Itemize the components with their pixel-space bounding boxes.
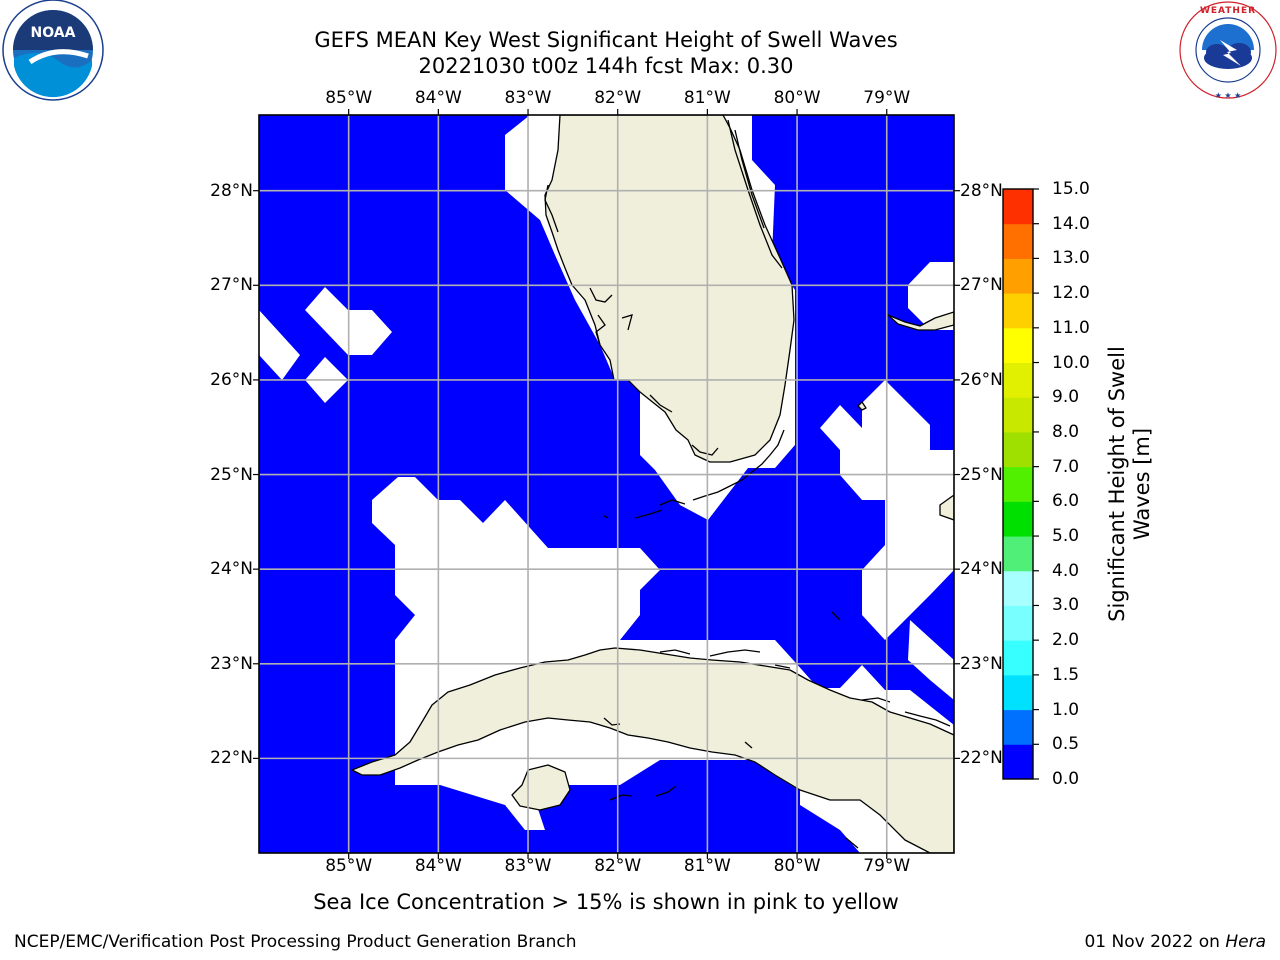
colorbar-tick-label: 7.0 <box>1052 456 1080 477</box>
colorbar-tick-label: 13.0 <box>1052 248 1090 269</box>
colorbar-tick-label: 0.5 <box>1052 734 1080 755</box>
colorbar-segment <box>1003 362 1033 398</box>
lon-label-bottom: 83°W <box>504 856 552 876</box>
lon-label-top: 85°W <box>325 88 373 108</box>
bahamas-grand-bahama <box>887 311 954 331</box>
graticule <box>259 115 954 853</box>
lon-label-bottom: 85°W <box>325 856 373 876</box>
colorbar-tick-label: 1.0 <box>1052 699 1080 720</box>
lon-label-top: 82°W <box>594 88 642 108</box>
sea-ice-note: Sea Ice Concentration > 15% is shown in … <box>313 890 899 914</box>
florida-land <box>544 115 795 463</box>
noaa-logo: NOAA <box>2 0 104 101</box>
colorbar-segment <box>1003 640 1033 676</box>
lat-label-right: 22°N <box>960 748 1003 769</box>
colorbar-label: Significant Height of Swell Waves [m] <box>1105 346 1154 622</box>
colorbar-tick-label: 3.0 <box>1052 595 1080 616</box>
coastline-details <box>544 119 951 849</box>
lon-label-top: 84°W <box>414 88 462 108</box>
colorbar-segment <box>1003 223 1033 259</box>
lon-label-bottom: 80°W <box>773 856 821 876</box>
lon-label-bottom: 81°W <box>683 856 731 876</box>
map-frame <box>258 114 955 854</box>
colorbar-segment <box>1003 744 1033 780</box>
colorbar-segment <box>1003 674 1033 711</box>
isla-de-la-juventud <box>511 764 571 811</box>
forecast-subtitle: 20221030 t00z 144h fcst Max: 0.30 <box>418 54 794 78</box>
lon-label-bottom: 82°W <box>594 856 642 876</box>
colorbar-tick-label: 2.0 <box>1052 630 1080 651</box>
colorbar-segment <box>1003 605 1033 641</box>
colorbar-segment <box>1003 501 1033 537</box>
page-title: GEFS MEAN Key West Significant Height of… <box>314 28 898 52</box>
colorbar-tick-label: 15.0 <box>1052 179 1090 199</box>
lon-label-top: 81°W <box>683 88 731 108</box>
colorbar-segment <box>1003 709 1033 745</box>
bahamas-bimini <box>857 401 867 411</box>
lon-label-bottom: 79°W <box>863 856 911 876</box>
lat-label-left: 24°N <box>210 559 253 580</box>
bahamas-andros <box>939 494 954 521</box>
colorbar-segment <box>1003 189 1033 225</box>
lat-label-left: 27°N <box>210 275 253 296</box>
colorbar-segment <box>1003 466 1033 502</box>
producer-credit: NCEP/EMC/Verification Post Processing Pr… <box>14 932 577 952</box>
lat-label-left: 25°N <box>210 464 253 485</box>
lon-label-top: 79°W <box>863 88 911 108</box>
colorbar-tick-label: 8.0 <box>1052 421 1080 442</box>
colorbar-segment <box>1003 293 1033 329</box>
colorbar-tick-label: 12.0 <box>1052 283 1090 304</box>
svg-text:WEATHER: WEATHER <box>1200 6 1256 16</box>
colorbar-tick-label: 1.5 <box>1052 664 1080 685</box>
colorbar-tick-label: 4.0 <box>1052 560 1080 581</box>
noaa-logo-text: NOAA <box>31 25 76 41</box>
colorbar-tick-label: 9.0 <box>1052 387 1080 408</box>
colorbar-segment <box>1003 570 1033 606</box>
colorbar-tick-label: 14.0 <box>1052 213 1090 234</box>
lat-label-right: 23°N <box>960 653 1003 674</box>
lon-label-top: 80°W <box>773 88 821 108</box>
generation-date: 01 Nov 2022 on Hera <box>1084 932 1266 952</box>
colorbar-tick-label: 6.0 <box>1052 491 1080 512</box>
svg-text:★ ★ ★: ★ ★ ★ <box>1215 91 1242 100</box>
lat-label-left: 26°N <box>210 369 253 390</box>
colorbar-segment <box>1003 327 1033 364</box>
lat-label-left: 28°N <box>210 180 253 201</box>
colorbar-segment <box>1003 258 1033 294</box>
colorbar-segment <box>1003 397 1033 433</box>
lat-label-right: 28°N <box>960 180 1003 201</box>
lat-label-left: 23°N <box>210 653 253 674</box>
lat-label-right: 24°N <box>960 559 1003 580</box>
colorbar-tick-label: 0.0 <box>1052 769 1080 789</box>
lat-label-left: 22°N <box>210 748 253 769</box>
lat-label-right: 26°N <box>960 369 1003 390</box>
colorbar-tick-label: 10.0 <box>1052 352 1090 373</box>
colorbar-segment <box>1003 431 1033 468</box>
lat-label-right: 27°N <box>960 275 1003 296</box>
lon-label-top: 83°W <box>504 88 552 108</box>
colorbar-frame <box>1002 188 1034 780</box>
lat-label-right: 25°N <box>960 464 1003 485</box>
lon-label-bottom: 84°W <box>414 856 462 876</box>
colorbar-tick-label: 5.0 <box>1052 526 1080 547</box>
nws-logo: WEATHER ★ ★ ★ <box>1178 0 1278 100</box>
colorbar-segment <box>1003 536 1033 572</box>
colorbar-tick-label: 11.0 <box>1052 317 1090 338</box>
